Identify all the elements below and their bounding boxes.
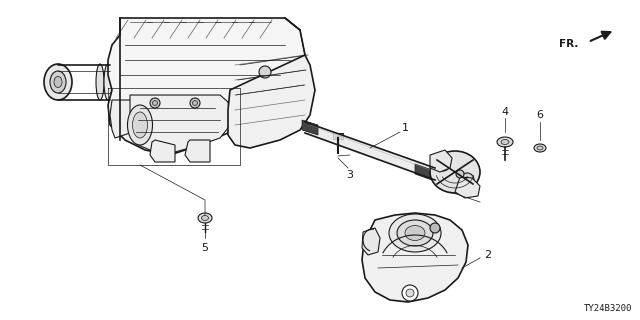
- Circle shape: [406, 289, 414, 297]
- Ellipse shape: [534, 144, 546, 152]
- Circle shape: [193, 100, 198, 106]
- Text: 1: 1: [401, 123, 408, 133]
- Polygon shape: [455, 177, 480, 198]
- Ellipse shape: [430, 151, 480, 193]
- Bar: [335, 136, 341, 139]
- Polygon shape: [185, 140, 210, 162]
- Text: 6: 6: [536, 110, 543, 120]
- Polygon shape: [110, 100, 135, 138]
- Text: 3: 3: [346, 170, 353, 180]
- Polygon shape: [150, 140, 175, 162]
- Text: 2: 2: [484, 250, 492, 260]
- Circle shape: [152, 100, 157, 106]
- Polygon shape: [228, 55, 315, 148]
- Ellipse shape: [104, 64, 112, 100]
- Circle shape: [440, 161, 446, 167]
- Ellipse shape: [132, 112, 147, 138]
- Bar: [333, 133, 343, 139]
- Ellipse shape: [537, 146, 543, 150]
- Ellipse shape: [54, 76, 62, 87]
- Circle shape: [430, 223, 440, 233]
- Ellipse shape: [198, 213, 212, 223]
- Circle shape: [464, 177, 470, 183]
- Ellipse shape: [44, 64, 72, 100]
- Polygon shape: [130, 95, 230, 152]
- Circle shape: [460, 173, 474, 187]
- Ellipse shape: [96, 64, 104, 100]
- Ellipse shape: [497, 137, 513, 147]
- Polygon shape: [362, 213, 468, 302]
- Polygon shape: [430, 150, 452, 172]
- Polygon shape: [415, 164, 432, 180]
- Ellipse shape: [50, 71, 66, 93]
- Ellipse shape: [397, 220, 433, 246]
- Circle shape: [150, 98, 160, 108]
- Polygon shape: [362, 228, 380, 255]
- Circle shape: [436, 157, 450, 171]
- Text: TY24B3200: TY24B3200: [584, 304, 632, 313]
- Ellipse shape: [501, 140, 509, 145]
- Polygon shape: [108, 18, 305, 155]
- Circle shape: [402, 285, 418, 301]
- Polygon shape: [302, 120, 318, 135]
- Circle shape: [190, 98, 200, 108]
- Text: FR.: FR.: [559, 39, 578, 49]
- Text: 4: 4: [501, 107, 509, 117]
- Text: 5: 5: [202, 243, 209, 253]
- Circle shape: [259, 66, 271, 78]
- Circle shape: [456, 170, 464, 178]
- Ellipse shape: [127, 105, 152, 145]
- Ellipse shape: [389, 214, 441, 252]
- Ellipse shape: [405, 226, 425, 241]
- Ellipse shape: [202, 215, 209, 220]
